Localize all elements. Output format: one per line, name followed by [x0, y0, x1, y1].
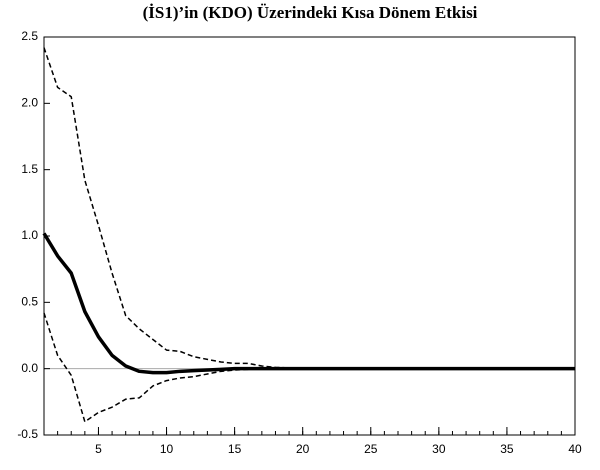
series-line	[43, 47, 575, 370]
chart-title: (İS1)’in (KDO) Üzerindeki Kısa Dönem Etk…	[143, 3, 478, 22]
x-tick-label: 35	[500, 442, 514, 456]
x-tick-label: 40	[568, 442, 582, 456]
plot-frame	[43, 36, 576, 436]
x-tick-label: 15	[228, 442, 242, 456]
x-tick-label: 25	[364, 442, 378, 456]
y-tick-label: 1.0	[21, 228, 38, 242]
y-tick-label: 1.5	[21, 162, 38, 176]
series-line	[43, 312, 575, 423]
series-line	[42, 232, 575, 375]
y-tick-label: 0.5	[21, 295, 38, 309]
x-tick-label: 30	[432, 442, 446, 456]
y-tick-label: 2.0	[21, 96, 38, 110]
x-tick-label: 20	[296, 442, 310, 456]
x-tick-label: 5	[95, 442, 102, 456]
x-tick-label: 10	[160, 442, 174, 456]
y-tick-label: 0.0	[21, 361, 38, 375]
y-tick-label: -0.5	[17, 427, 38, 441]
y-tick-label: 2.5	[21, 29, 38, 43]
